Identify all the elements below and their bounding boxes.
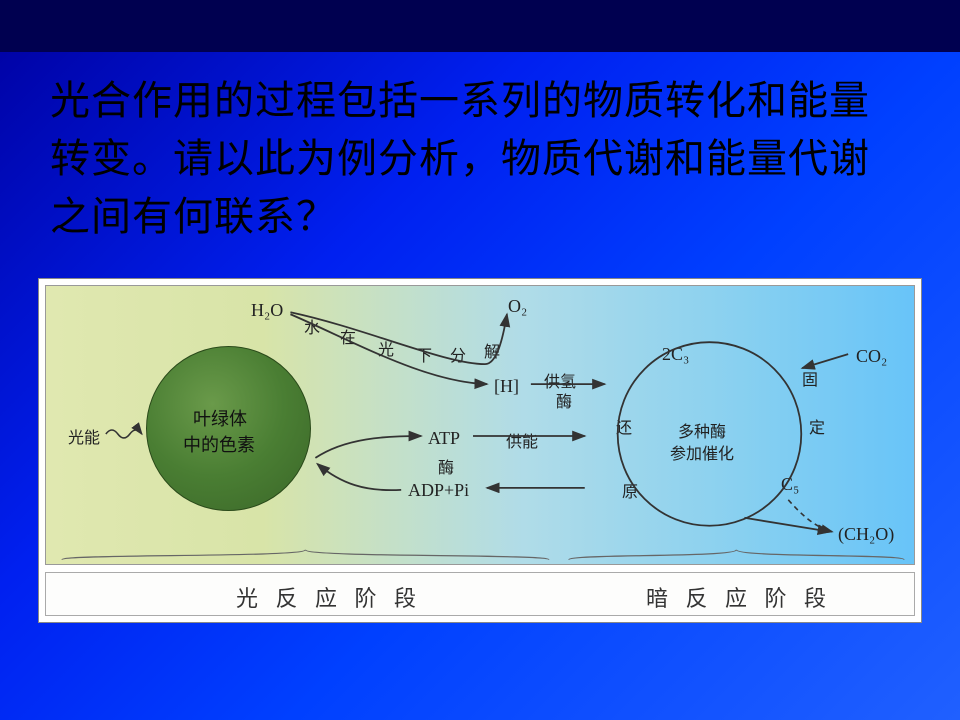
split-1: 水 <box>304 314 320 338</box>
chloroplast-label-1: 叶绿体 <box>193 405 247 431</box>
reduce-label-1: 还 <box>616 414 632 438</box>
title-accent-bar <box>0 0 960 52</box>
adp-pi-label: ADP+Pi <box>408 480 469 501</box>
diagram-stage: 叶绿体 中的色素 光能 H₂O O₂ [H] 供氢 酶 ATP 酶 ADP+Pi… <box>45 285 915 565</box>
reduce-label-2: 原 <box>622 478 638 502</box>
split-5: 分 <box>450 342 466 366</box>
split-4: 下 <box>416 342 432 366</box>
split-2: 在 <box>340 324 356 348</box>
co2-label: CO₂ <box>856 346 887 367</box>
dark-phase-label: 暗 反 应 阶 段 <box>646 581 832 613</box>
h-label: [H] <box>494 376 519 397</box>
slide-title: 光合作用的过程包括一系列的物质转化和能量转变。请以此为例分析，物质代谢和能量代谢… <box>50 72 890 246</box>
light-phase-label: 光 反 应 阶 段 <box>236 581 422 613</box>
h2o-label: H₂O <box>251 300 283 321</box>
supply-energy-label: 供能 <box>506 428 538 452</box>
multi-enzyme-2: 参加催化 <box>670 440 734 464</box>
fix-label-1: 固 <box>802 366 818 390</box>
multi-enzyme-1: 多种酶 <box>678 418 726 442</box>
chloroplast-label-2: 中的色素 <box>183 431 255 457</box>
enzyme-small-2: 酶 <box>556 388 572 412</box>
split-6: 解 <box>484 338 500 362</box>
atp-label: ATP <box>428 428 460 449</box>
phase-bar: 光 反 应 阶 段 暗 反 应 阶 段 <box>45 572 915 616</box>
fix-label-2: 定 <box>809 414 825 438</box>
chloroplast-circle: 叶绿体 中的色素 <box>146 346 311 511</box>
enzyme-label: 酶 <box>438 454 454 478</box>
o2-label: O₂ <box>508 296 527 317</box>
photosynthesis-diagram: 叶绿体 中的色素 光能 H₂O O₂ [H] 供氢 酶 ATP 酶 ADP+Pi… <box>38 278 922 623</box>
ch2o-label: (CH₂O) <box>838 524 894 545</box>
light-energy-label: 光能 <box>68 424 100 448</box>
c3-label: 2C₃ <box>662 344 689 365</box>
split-3: 光 <box>378 336 394 360</box>
c5-label: C₅ <box>781 474 799 495</box>
